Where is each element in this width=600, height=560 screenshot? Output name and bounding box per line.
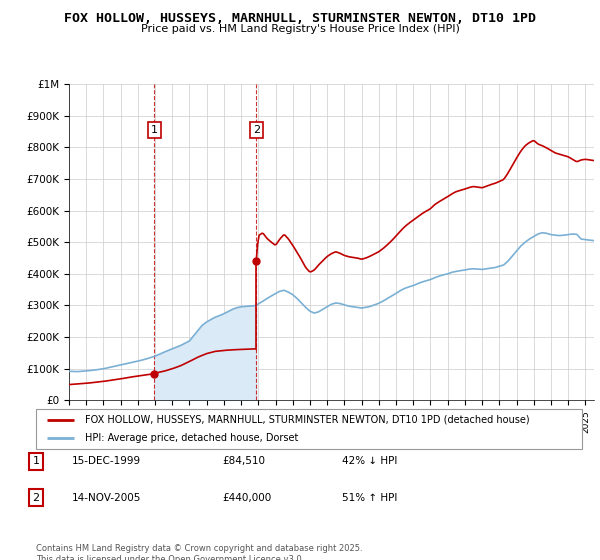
Text: 1: 1 bbox=[32, 456, 40, 466]
Text: FOX HOLLOW, HUSSEYS, MARNHULL, STURMINSTER NEWTON, DT10 1PD (detached house): FOX HOLLOW, HUSSEYS, MARNHULL, STURMINST… bbox=[85, 415, 530, 424]
Text: 51% ↑ HPI: 51% ↑ HPI bbox=[342, 493, 397, 503]
Text: £440,000: £440,000 bbox=[222, 493, 271, 503]
Text: 42% ↓ HPI: 42% ↓ HPI bbox=[342, 456, 397, 466]
Text: Contains HM Land Registry data © Crown copyright and database right 2025.
This d: Contains HM Land Registry data © Crown c… bbox=[36, 544, 362, 560]
Text: 15-DEC-1999: 15-DEC-1999 bbox=[72, 456, 141, 466]
Text: £84,510: £84,510 bbox=[222, 456, 265, 466]
Text: FOX HOLLOW, HUSSEYS, MARNHULL, STURMINSTER NEWTON, DT10 1PD: FOX HOLLOW, HUSSEYS, MARNHULL, STURMINST… bbox=[64, 12, 536, 25]
Text: 2: 2 bbox=[253, 125, 260, 135]
Text: 14-NOV-2005: 14-NOV-2005 bbox=[72, 493, 142, 503]
Text: 2: 2 bbox=[32, 493, 40, 503]
FancyBboxPatch shape bbox=[36, 409, 582, 449]
Text: Price paid vs. HM Land Registry's House Price Index (HPI): Price paid vs. HM Land Registry's House … bbox=[140, 24, 460, 34]
Text: HPI: Average price, detached house, Dorset: HPI: Average price, detached house, Dors… bbox=[85, 433, 299, 443]
Text: 1: 1 bbox=[151, 125, 158, 135]
